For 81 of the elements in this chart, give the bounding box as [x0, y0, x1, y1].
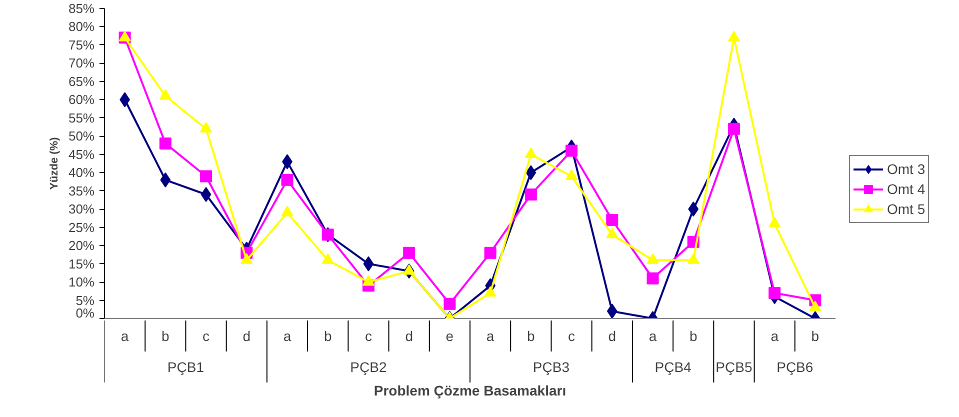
- point: [809, 300, 822, 312]
- y-tick-label: 0%: [76, 306, 95, 320]
- point: [484, 246, 496, 259]
- point: [160, 172, 171, 188]
- point: [362, 275, 374, 286]
- x-tick-label: a: [486, 328, 494, 344]
- point: [159, 137, 172, 150]
- text: PÇB3: [532, 359, 570, 375]
- x-axis-title: Problem Çözme Basamakları: [374, 382, 566, 398]
- point: [484, 286, 496, 297]
- legend-label: Omt 4: [887, 181, 926, 197]
- point: [687, 253, 700, 264]
- point: [281, 206, 294, 216]
- legend-label: Omt 5: [887, 201, 926, 217]
- x-tick-label: c: [202, 328, 210, 344]
- point: [728, 122, 740, 135]
- x-tick-label: a: [770, 328, 779, 344]
- point: [240, 253, 253, 264]
- point: [200, 187, 212, 202]
- point: [159, 89, 172, 100]
- point: [606, 304, 618, 318]
- y-tick-label: 5%: [76, 292, 95, 308]
- point: [444, 298, 456, 310]
- x-tick-label: b: [689, 328, 698, 344]
- text: PÇB6: [776, 359, 814, 375]
- point: [606, 228, 618, 238]
- x-tick-label: b: [324, 328, 332, 344]
- point: [524, 188, 537, 200]
- point: [646, 253, 659, 264]
- point: [566, 144, 578, 157]
- x-tick-label: a: [283, 328, 292, 344]
- y-tick-label: 20%: [68, 238, 95, 254]
- y-tick-label: 65%: [68, 74, 95, 89]
- x-tick-label: b: [162, 328, 170, 344]
- point: [768, 216, 781, 228]
- y-tick-label: 80%: [68, 19, 95, 34]
- x-tick-label: b: [527, 328, 536, 344]
- y-tick-label: 50%: [68, 128, 95, 144]
- text: PÇB5: [716, 359, 752, 375]
- y-tick-label: 30%: [68, 202, 95, 217]
- point: [524, 148, 537, 158]
- point: [768, 286, 781, 299]
- text: PÇB1: [167, 359, 204, 375]
- point: [363, 256, 374, 272]
- y-tick-label: 10%: [68, 274, 95, 290]
- legend-label: Omt 3: [887, 161, 926, 177]
- y-tick-label: 70%: [68, 56, 95, 71]
- x-tick-label: d: [608, 328, 616, 344]
- y-tick-label: 75%: [68, 37, 95, 52]
- point: [200, 170, 212, 182]
- point: [728, 30, 740, 42]
- y-tick-label: 35%: [68, 183, 95, 198]
- y-tick-label: 85%: [68, 1, 95, 16]
- point: [403, 246, 416, 259]
- x-tick-label: a: [648, 328, 657, 344]
- point: [322, 253, 334, 264]
- x-tick-label: c: [364, 328, 372, 344]
- y-tick-label: 45%: [68, 146, 95, 162]
- point: [688, 202, 699, 217]
- text: PÇB4: [654, 359, 692, 375]
- point: [403, 264, 416, 275]
- point: [606, 214, 618, 226]
- point: [526, 165, 536, 180]
- x-tick-label: d: [405, 328, 413, 344]
- x-tick-label: d: [242, 328, 251, 344]
- y-tick-label: 15%: [68, 256, 95, 272]
- y-axis-title: Yüzde (%): [48, 136, 60, 190]
- y-tick-label: 25%: [68, 220, 95, 235]
- y-tick-label: 60%: [68, 92, 95, 108]
- x-tick-label: c: [568, 328, 576, 344]
- y-tick-label: 55%: [68, 110, 95, 126]
- point: [646, 272, 659, 284]
- point: [200, 122, 212, 133]
- point: [566, 169, 578, 180]
- point: [281, 174, 294, 186]
- text: PÇB2: [350, 359, 387, 375]
- x-tick-label: b: [811, 328, 820, 344]
- point: [118, 30, 131, 42]
- x-tick-label: a: [120, 328, 129, 344]
- y-tick-label: 40%: [68, 165, 95, 180]
- x-tick-label: e: [446, 328, 454, 344]
